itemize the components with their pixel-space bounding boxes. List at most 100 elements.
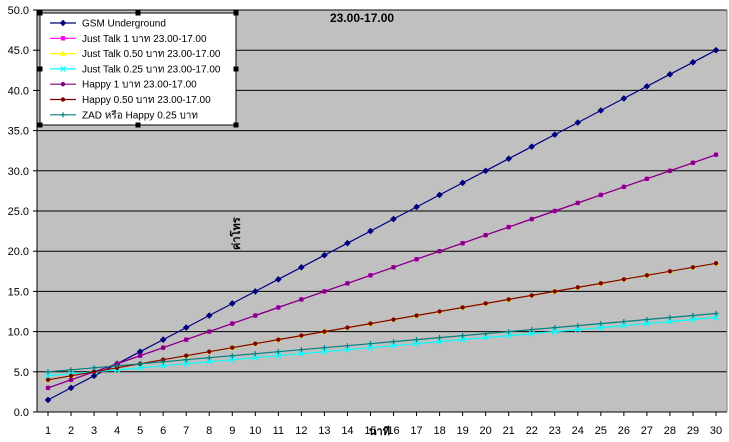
data-point [390, 339, 397, 345]
data-point [505, 332, 512, 339]
data-point [390, 342, 397, 349]
data-point [344, 343, 351, 349]
data-point [299, 333, 304, 338]
data-point [483, 301, 488, 306]
data-point [45, 369, 51, 375]
data-point [551, 328, 558, 335]
data-point [321, 345, 328, 351]
legend-handle [37, 122, 43, 128]
legend-item: Happy 1 บาท 23.00-17.00 [50, 80, 197, 91]
x-tick-label: 24 [572, 425, 584, 437]
data-point [44, 396, 52, 404]
data-point [253, 313, 258, 318]
data-point [459, 336, 466, 343]
data-point [414, 313, 419, 318]
data-point [667, 168, 673, 173]
x-tick-label: 7 [183, 425, 189, 437]
legend-item: GSM Underground [50, 19, 166, 30]
x-tick-label: 21 [503, 425, 515, 437]
data-point [321, 348, 328, 355]
data-point [551, 131, 559, 138]
data-point [643, 320, 650, 327]
legend-handle [233, 122, 239, 128]
data-point [184, 337, 189, 342]
data-point [182, 324, 190, 331]
data-point [574, 119, 582, 126]
legend-swatch-marker [60, 97, 66, 102]
series-line [47, 49, 717, 401]
legend-label: GSM Underground [82, 19, 166, 30]
legend-handle [233, 10, 239, 16]
data-point [529, 216, 534, 222]
data-point [390, 215, 397, 223]
data-point [413, 337, 420, 343]
data-point [228, 300, 236, 307]
data-point [159, 336, 167, 343]
data-point [207, 329, 212, 334]
x-axis-ticks: 1 2 3 4 5 6 7 8 9 10 11 12 13 14 15 16 17 18 19 20 21 22 23 24 2… [45, 412, 722, 437]
legend-label: Just Talk 0.25 บาท 23.00-17.00 [82, 64, 221, 75]
data-point [713, 314, 719, 321]
data-point [574, 326, 581, 333]
data-point [367, 341, 374, 347]
data-point [552, 289, 557, 294]
data-point [160, 345, 166, 350]
data-point [137, 364, 144, 371]
legend-item: Just Talk 0.50 บาท 23.00-17.00 [50, 49, 221, 60]
x-tick-label: 12 [295, 425, 307, 437]
data-point [68, 377, 74, 383]
data-point [367, 344, 374, 351]
data-point [68, 367, 74, 373]
x-tick-label: 22 [526, 425, 538, 437]
data-point [229, 356, 236, 363]
x-tick-label: 15 [364, 425, 376, 437]
x-tick-label: 27 [641, 425, 653, 437]
series-line [47, 312, 717, 373]
y-tick-label: 15.0 [8, 286, 29, 298]
x-tick-label: 4 [114, 425, 120, 437]
x-tick-label: 18 [433, 425, 445, 437]
series-layer [44, 46, 720, 404]
data-point [391, 317, 396, 322]
data-point [298, 347, 304, 353]
legend-swatch-marker [59, 19, 67, 27]
x-tick-label: 17 [410, 425, 422, 437]
y-axis-label: ค่าโทร [229, 217, 243, 250]
x-tick-label: 10 [249, 425, 261, 437]
data-point [299, 297, 304, 302]
data-point [460, 240, 465, 246]
legend-label: ZAD หรือ Happy 0.25 บาท [82, 109, 198, 121]
data-point [575, 322, 581, 329]
x-tick-label: 6 [160, 425, 166, 437]
x-tick-label: 8 [206, 425, 212, 437]
series-6 [45, 261, 719, 383]
data-point [506, 329, 512, 335]
x-tick-label: 9 [229, 425, 235, 437]
chart-title: 23.00-17.00 [330, 11, 394, 25]
data-point [506, 224, 511, 230]
x-axis-label: นาที [369, 425, 390, 438]
data-point [689, 58, 697, 66]
data-point [252, 351, 258, 357]
data-point [483, 331, 489, 337]
data-point [367, 227, 374, 235]
legend-label: Happy 0.50 บาท 23.00-17.00 [82, 95, 211, 106]
data-point [206, 355, 212, 361]
data-point [666, 71, 674, 78]
data-point [598, 320, 604, 327]
x-tick-label: 19 [456, 425, 468, 437]
data-point [368, 321, 373, 326]
data-point [529, 326, 535, 333]
data-point [229, 353, 235, 359]
y-tick-label: 30.0 [8, 166, 29, 178]
data-point [460, 333, 466, 339]
series-line [47, 154, 717, 389]
x-tick-label: 29 [687, 425, 699, 437]
data-point [597, 324, 604, 331]
legend[interactable]: GSM Underground Just Talk 1 บาท 23.00-17.… [37, 10, 239, 128]
legend-handle [37, 66, 43, 72]
data-point [598, 192, 604, 198]
data-point [552, 324, 558, 331]
data-point [67, 384, 75, 392]
